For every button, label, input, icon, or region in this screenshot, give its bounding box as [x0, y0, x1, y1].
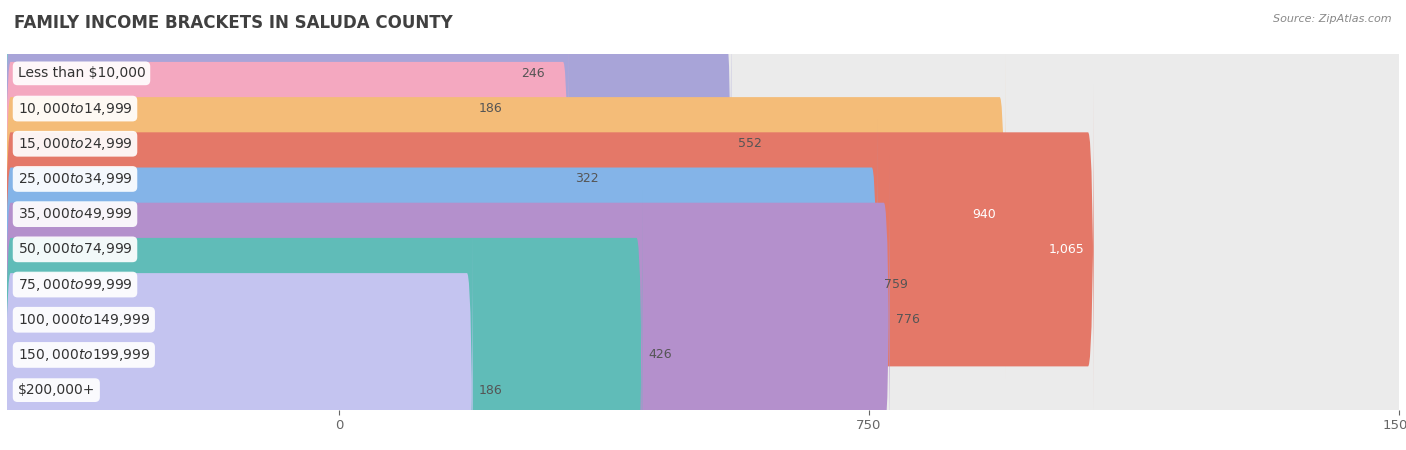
Bar	[7, 302, 1399, 338]
FancyBboxPatch shape	[4, 14, 1402, 343]
FancyBboxPatch shape	[4, 155, 890, 450]
FancyBboxPatch shape	[4, 155, 1402, 450]
FancyBboxPatch shape	[4, 0, 1402, 238]
Bar	[7, 267, 1399, 302]
Bar	[7, 126, 1399, 162]
Bar	[7, 162, 1399, 197]
Text: $75,000 to $99,999: $75,000 to $99,999	[18, 277, 132, 292]
FancyBboxPatch shape	[4, 0, 515, 238]
Bar	[7, 232, 1399, 267]
FancyBboxPatch shape	[4, 50, 1005, 379]
Text: $35,000 to $49,999: $35,000 to $49,999	[18, 206, 132, 222]
Text: 246: 246	[522, 67, 546, 80]
Text: 186: 186	[479, 384, 503, 396]
FancyBboxPatch shape	[4, 0, 731, 308]
Text: Source: ZipAtlas.com: Source: ZipAtlas.com	[1274, 14, 1392, 23]
Bar	[7, 197, 1399, 232]
Text: 426: 426	[648, 348, 672, 361]
Text: 322: 322	[575, 172, 599, 185]
FancyBboxPatch shape	[4, 0, 1402, 273]
Text: $15,000 to $24,999: $15,000 to $24,999	[18, 136, 132, 152]
Bar	[7, 373, 1399, 408]
FancyBboxPatch shape	[4, 0, 1402, 308]
FancyBboxPatch shape	[4, 120, 1402, 449]
Bar	[7, 91, 1399, 126]
Text: Less than $10,000: Less than $10,000	[18, 66, 145, 81]
Text: $50,000 to $74,999: $50,000 to $74,999	[18, 241, 132, 257]
Text: 759: 759	[884, 278, 908, 291]
Text: $100,000 to $149,999: $100,000 to $149,999	[18, 312, 150, 328]
Text: $150,000 to $199,999: $150,000 to $199,999	[18, 347, 150, 363]
Bar	[7, 56, 1399, 91]
Bar	[7, 338, 1399, 373]
FancyBboxPatch shape	[4, 225, 1402, 450]
Text: $25,000 to $34,999: $25,000 to $34,999	[18, 171, 132, 187]
FancyBboxPatch shape	[4, 120, 877, 449]
Text: $10,000 to $14,999: $10,000 to $14,999	[18, 100, 132, 117]
FancyBboxPatch shape	[4, 50, 1402, 379]
FancyBboxPatch shape	[4, 190, 643, 450]
FancyBboxPatch shape	[4, 225, 472, 450]
FancyBboxPatch shape	[4, 85, 1402, 414]
Text: 940: 940	[973, 207, 997, 220]
FancyBboxPatch shape	[4, 14, 569, 343]
Text: 186: 186	[479, 102, 503, 115]
Text: 552: 552	[738, 137, 762, 150]
FancyBboxPatch shape	[4, 0, 472, 273]
Text: 1,065: 1,065	[1049, 243, 1084, 256]
FancyBboxPatch shape	[4, 190, 1402, 450]
Text: FAMILY INCOME BRACKETS IN SALUDA COUNTY: FAMILY INCOME BRACKETS IN SALUDA COUNTY	[14, 14, 453, 32]
Text: 776: 776	[896, 313, 920, 326]
Text: $200,000+: $200,000+	[18, 383, 96, 397]
FancyBboxPatch shape	[4, 85, 1094, 414]
